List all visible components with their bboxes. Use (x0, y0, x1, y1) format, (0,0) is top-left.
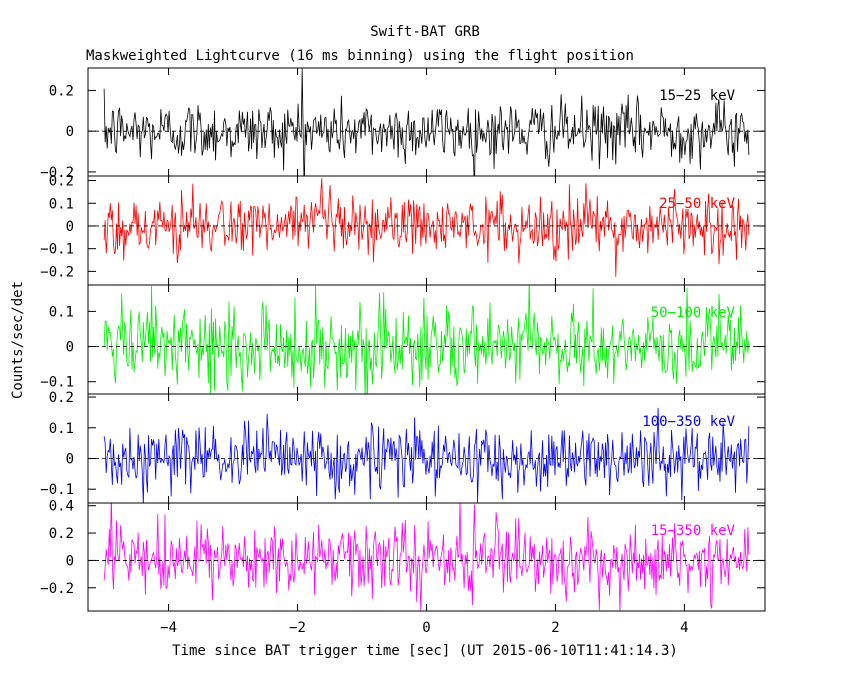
series-line-2 (103, 178, 750, 277)
legend-label-5: 15−350 keV (651, 523, 736, 539)
panel-5: −0.2 0 0.2 0.4 15−350 keV (40, 499, 766, 612)
y-tick-label-4-3: 0.2 (49, 390, 74, 406)
y-tick-label-2-1: −0.1 (40, 242, 74, 258)
x-tick-label-2: 0 (422, 620, 430, 636)
panels: −0.2 0 0.2 15−25 keV −0.2 −0.1 0 0.1 0.2 25−50 ke… (40, 67, 766, 636)
panel-3: −0.1 0 0.1 50−100 keV (40, 284, 766, 395)
y-tick-label-5-1: 0 (66, 553, 74, 569)
panel-4: −0.1 0 0.1 0.2 100−350 keV (40, 390, 766, 504)
legend-label-4: 100−350 keV (642, 414, 735, 430)
chart-subtitle: Maskweighted Lightcurve (16 ms binning) … (86, 48, 634, 64)
y-tick-label-4-1: 0 (66, 451, 74, 467)
chart-title: Swift-BAT GRB (370, 24, 480, 40)
panel-2: −0.2 −0.1 0 0.1 0.2 25−50 keV (40, 174, 766, 286)
y-tick-label-3-2: 0.1 (49, 304, 74, 320)
x-tick-label-1: −2 (289, 620, 306, 636)
y-tick-label-1-0: −0.2 (40, 165, 74, 181)
series-line-4 (103, 407, 750, 503)
legend-label-3: 50−100 keV (651, 305, 736, 321)
series-line-3 (103, 285, 750, 394)
y-tick-label-5-2: 0.2 (49, 526, 74, 542)
x-tick-label-3: 2 (551, 620, 559, 636)
x-axis-label: Time since BAT trigger time [sec] (UT 20… (172, 643, 678, 659)
y-tick-label-5-3: 0.4 (49, 499, 74, 515)
legend-label-1: 15−25 keV (659, 88, 735, 104)
y-tick-label-2-0: −0.2 (40, 264, 74, 280)
series-line-1 (103, 68, 750, 176)
y-tick-label-1-1: 0 (66, 124, 74, 140)
y-tick-label-2-2: 0 (66, 219, 74, 235)
y-axis-label: Counts/sec/det (10, 281, 26, 399)
y-tick-label-4-2: 0.1 (49, 421, 74, 437)
y-tick-label-3-0: −0.1 (40, 375, 74, 391)
y-tick-label-1-2: 0.2 (49, 83, 74, 99)
series-line-5 (103, 503, 750, 611)
x-tick-label-0: −4 (160, 620, 177, 636)
y-tick-label-4-0: −0.1 (40, 482, 74, 498)
panel-frame-5 (87, 502, 766, 612)
y-tick-label-5-0: −0.2 (40, 581, 74, 597)
y-tick-label-3-1: 0 (66, 340, 74, 356)
x-tick-label-4: 4 (680, 620, 688, 636)
legend-label-2: 25−50 keV (659, 196, 735, 212)
panel-1: −0.2 0 0.2 15−25 keV (40, 67, 766, 181)
y-tick-label-2-3: 0.1 (49, 196, 74, 212)
y-tick-label-2-4: 0.2 (49, 174, 74, 190)
